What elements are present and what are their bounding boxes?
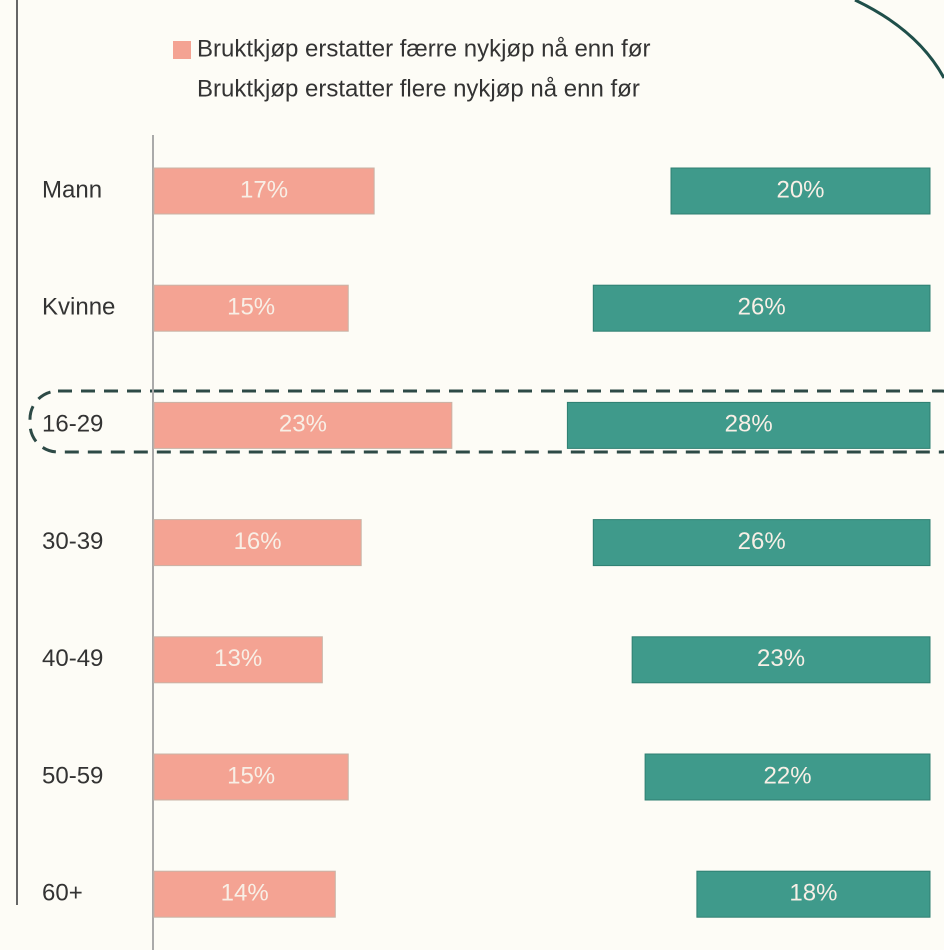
category-label: 40-49 <box>42 645 103 672</box>
category-label: 30-39 <box>42 528 103 555</box>
bar <box>153 284 349 332</box>
bar <box>592 284 931 332</box>
value-label: 13% <box>214 645 262 672</box>
highlight-box <box>28 389 944 454</box>
value-label: 26% <box>738 294 786 321</box>
value-label: 20% <box>776 176 824 203</box>
bar <box>644 753 931 801</box>
value-label: 23% <box>279 411 327 438</box>
bar <box>592 519 931 567</box>
bar <box>696 870 931 918</box>
category-label: Kvinne <box>42 294 115 321</box>
bar <box>153 753 349 801</box>
bar <box>631 636 931 684</box>
legend-swatch <box>173 41 191 59</box>
value-label: 26% <box>738 528 786 555</box>
bar <box>153 636 323 684</box>
category-label: Mann <box>42 176 102 203</box>
legend-label: Bruktkjøp erstatter færre nykjøp nå enn … <box>197 35 650 62</box>
value-label: 14% <box>221 880 269 907</box>
legend-label: Bruktkjøp erstatter flere nykjøp nå enn … <box>197 75 640 102</box>
value-label: 16% <box>234 528 282 555</box>
value-label: 17% <box>240 176 288 203</box>
value-label: 15% <box>227 294 275 321</box>
category-label: 16-29 <box>42 411 103 438</box>
category-label: 50-59 <box>42 762 103 789</box>
bar <box>153 870 336 918</box>
bar <box>153 519 362 567</box>
value-label: 15% <box>227 762 275 789</box>
bar <box>153 401 453 449</box>
value-label: 22% <box>764 762 812 789</box>
bar <box>566 401 931 449</box>
value-label: 23% <box>757 645 805 672</box>
bar <box>670 167 931 215</box>
value-label: 18% <box>789 880 837 907</box>
value-label: 28% <box>725 411 773 438</box>
bar <box>153 167 375 215</box>
decor-arc <box>854 0 944 79</box>
category-label: 60+ <box>42 880 83 907</box>
